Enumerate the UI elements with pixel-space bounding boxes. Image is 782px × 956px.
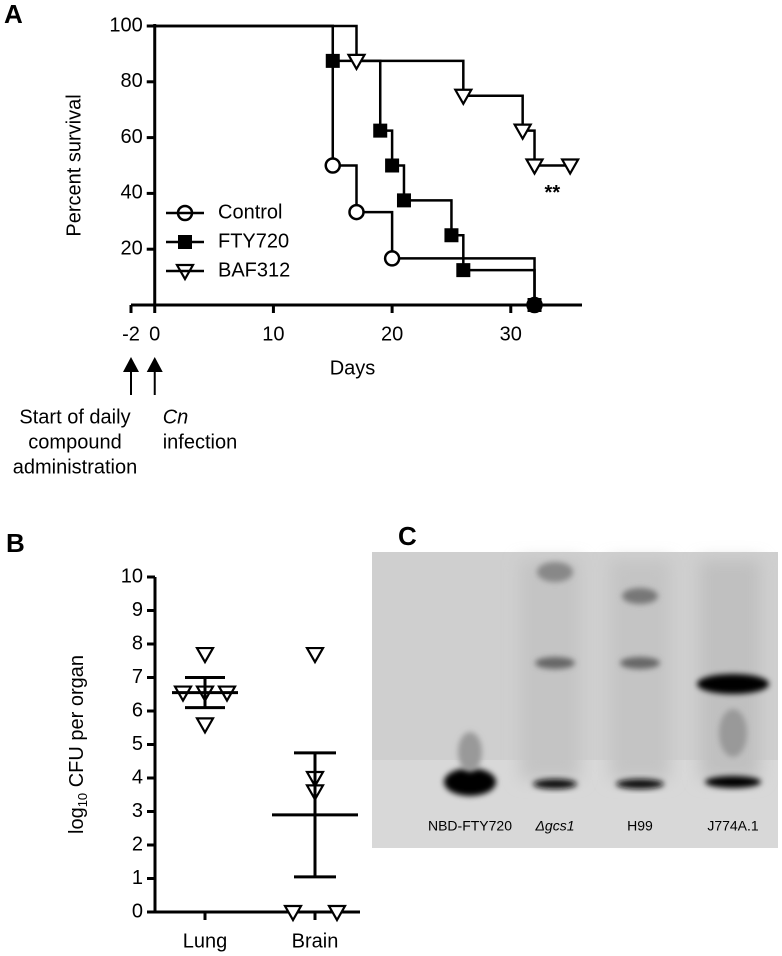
arrow-head bbox=[123, 357, 139, 372]
step-segment bbox=[154, 24, 335, 61]
survival-point bbox=[373, 123, 388, 138]
y-tick-label: 10 bbox=[121, 565, 143, 587]
y-tick-label: 4 bbox=[132, 766, 143, 788]
survival-point bbox=[383, 250, 401, 267]
legend-label: FTY720 bbox=[218, 230, 289, 252]
y-axis-label: log10 CFU per organ bbox=[66, 655, 90, 834]
arrow-head bbox=[146, 357, 163, 372]
arrow-label: Start of daily bbox=[19, 406, 130, 428]
survival-point bbox=[346, 53, 367, 72]
y-axis-label-part: CFU per organ bbox=[66, 655, 88, 793]
step-segment bbox=[356, 210, 394, 259]
step-segment bbox=[332, 59, 382, 131]
y-tick-label: 7 bbox=[132, 666, 143, 688]
y-tick-label: 8 bbox=[132, 632, 143, 654]
x-tick-label: Brain bbox=[292, 930, 339, 952]
x-tick-label: Lung bbox=[183, 930, 228, 952]
survival-point bbox=[444, 228, 459, 243]
x-tick-label: 30 bbox=[500, 323, 522, 345]
legend-label: BAF312 bbox=[218, 259, 290, 281]
survival-point bbox=[524, 158, 545, 176]
arrow-label: infection bbox=[163, 431, 238, 453]
survival-point bbox=[453, 88, 474, 106]
survival-point bbox=[560, 158, 581, 176]
step-segment bbox=[463, 94, 524, 131]
survival-point bbox=[348, 203, 365, 221]
y-tick-label: 2 bbox=[132, 833, 143, 855]
survival-point bbox=[324, 157, 342, 174]
y-tick-label: 80 bbox=[120, 70, 142, 92]
survival-point bbox=[527, 298, 542, 312]
arrow-label: administration bbox=[13, 456, 138, 478]
y-tick-label: 5 bbox=[132, 733, 143, 755]
x-tick-label: 20 bbox=[381, 323, 403, 345]
tlc-image bbox=[372, 552, 778, 848]
y-tick-label: 6 bbox=[132, 699, 143, 721]
y-axis-label: Percent survival bbox=[63, 94, 85, 236]
y-tick-label: 60 bbox=[120, 126, 142, 148]
data-point bbox=[195, 646, 215, 665]
panel-label: C bbox=[398, 521, 417, 551]
survival-point bbox=[396, 193, 411, 208]
data-point bbox=[327, 904, 347, 923]
y-tick-label: 20 bbox=[120, 237, 142, 259]
survival-point bbox=[512, 123, 533, 141]
legend-label: Control bbox=[218, 201, 282, 223]
lane-label: Δgcs1 bbox=[535, 818, 575, 834]
data-point bbox=[283, 904, 303, 923]
data-point bbox=[305, 646, 325, 665]
survival-point bbox=[456, 263, 471, 278]
step-segment bbox=[154, 24, 335, 166]
step-segment bbox=[403, 199, 453, 236]
survival-point bbox=[325, 53, 340, 68]
panel-label: B bbox=[6, 528, 25, 558]
lane-label: J774A.1 bbox=[707, 818, 759, 834]
significance: ** bbox=[545, 182, 561, 204]
y-axis-label-part: log bbox=[66, 807, 88, 834]
lane-label: NBD-FTY720 bbox=[428, 818, 512, 834]
y-tick-label: 40 bbox=[120, 182, 142, 204]
y-tick-label: 100 bbox=[109, 14, 142, 36]
y-tick-label: 1 bbox=[132, 867, 143, 889]
y-tick-label: 0 bbox=[132, 900, 143, 922]
panel-label: A bbox=[4, 0, 23, 29]
step-segment bbox=[356, 59, 465, 96]
x-axis-label: Days bbox=[330, 357, 376, 379]
step-segment bbox=[154, 24, 358, 61]
arrow-label: compound bbox=[28, 431, 121, 453]
y-tick-label: 3 bbox=[132, 800, 143, 822]
y-tick-label: 9 bbox=[132, 599, 143, 621]
y-axis-label-part: 10 bbox=[75, 793, 90, 807]
survival-point bbox=[385, 158, 400, 173]
data-point bbox=[195, 717, 215, 735]
x-tick-label: 0 bbox=[149, 323, 160, 345]
step-segment bbox=[463, 268, 536, 305]
lane-label: H99 bbox=[627, 818, 653, 834]
arrow-label: Cn bbox=[163, 406, 189, 428]
x-tick-label: -2 bbox=[122, 323, 140, 345]
x-tick-label: 10 bbox=[262, 323, 284, 345]
